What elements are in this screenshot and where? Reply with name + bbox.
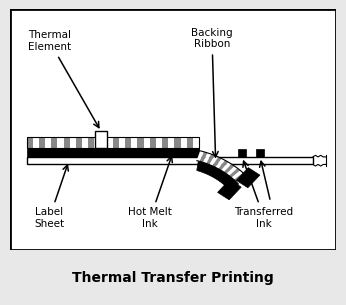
Bar [51,137,57,148]
Polygon shape [231,170,243,180]
Bar [33,137,39,148]
Bar [94,137,101,148]
Bar [101,137,107,148]
Text: Transferred
Ink: Transferred Ink [235,161,294,229]
Polygon shape [209,156,218,166]
Bar [76,137,82,148]
Polygon shape [218,160,228,170]
Polygon shape [236,175,248,184]
Bar [174,137,181,148]
Polygon shape [212,157,222,167]
Bar [70,137,76,148]
Polygon shape [224,164,235,174]
Bar [107,137,113,148]
Bar [168,137,174,148]
Bar [238,149,246,157]
Bar [27,137,33,148]
FancyBboxPatch shape [10,9,336,250]
Text: Backing
Ribbon: Backing Ribbon [191,28,233,157]
Polygon shape [197,148,238,190]
Bar [82,137,88,148]
Polygon shape [203,153,211,163]
Bar [39,137,45,148]
Polygon shape [206,154,215,165]
Polygon shape [236,168,260,188]
Bar [150,137,156,148]
Bar [137,137,144,148]
Polygon shape [227,166,237,176]
Polygon shape [218,180,241,200]
Text: Thermal Transfer Printing: Thermal Transfer Printing [72,271,274,285]
Bar [181,137,187,148]
Text: Thermal
Element: Thermal Element [28,30,99,127]
Bar [57,137,64,148]
Bar [187,137,193,148]
Bar [256,149,264,157]
Bar [156,137,162,148]
Bar [88,137,94,148]
Polygon shape [234,173,246,182]
Bar [113,137,119,148]
Text: Label
Sheet: Label Sheet [34,165,68,229]
Bar [27,148,199,157]
Bar [95,131,107,148]
Polygon shape [215,159,225,169]
Bar [162,137,168,148]
Text: Hot Melt
Ink: Hot Melt Ink [128,156,172,229]
Polygon shape [221,162,231,172]
Bar [64,137,70,148]
Bar [144,137,150,148]
Bar [119,137,125,148]
Bar [27,157,313,164]
Polygon shape [229,168,240,178]
Bar [193,137,199,148]
Bar [125,137,131,148]
Bar [131,137,137,148]
Polygon shape [200,152,208,162]
Bar [45,137,51,148]
Bar [27,137,199,148]
Polygon shape [197,151,204,161]
